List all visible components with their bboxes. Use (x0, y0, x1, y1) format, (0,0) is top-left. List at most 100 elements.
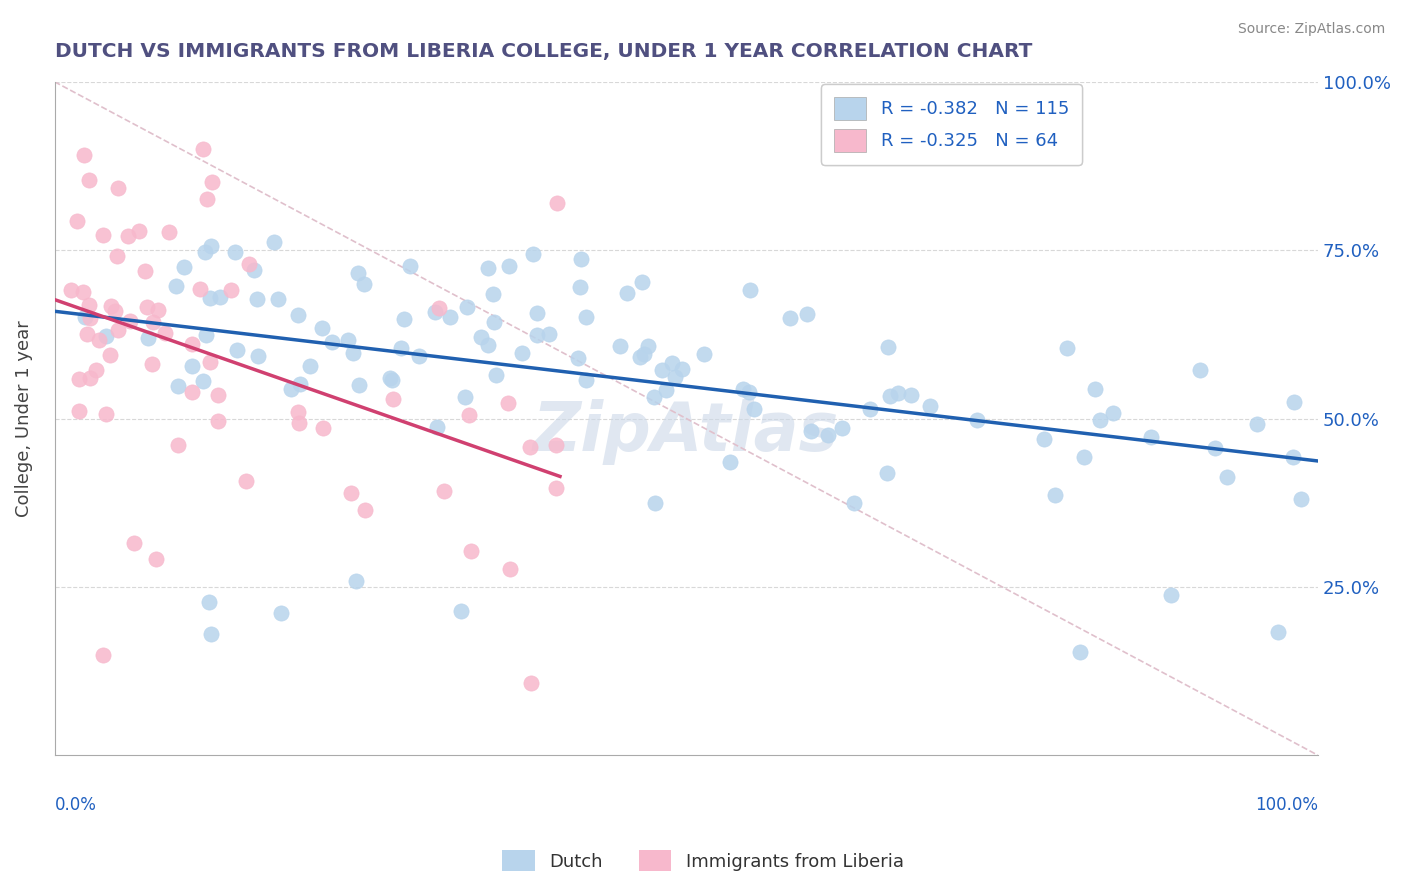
Point (522, 246, 544, 260)
Point (299, 359, 322, 373)
Point (146, 303, 169, 318)
Point (89, 334, 111, 348)
Point (526, 327, 548, 342)
Point (918, 399, 941, 413)
Point (633, 347, 655, 361)
Point (574, 373, 596, 387)
Point (544, 438, 567, 452)
Point (200, 626, 222, 640)
Point (1216, 470, 1239, 484)
Point (91, 227, 114, 242)
Point (526, 306, 548, 320)
Point (1084, 382, 1107, 396)
Point (433, 483, 456, 498)
Point (1102, 406, 1125, 420)
Point (575, 310, 598, 325)
Point (312, 421, 335, 435)
Point (347, 378, 370, 392)
Point (738, 283, 761, 297)
Point (1282, 395, 1305, 409)
Point (219, 283, 242, 297)
Point (67, 372, 90, 386)
Point (886, 386, 908, 401)
Point (263, 235, 285, 250)
Point (1282, 450, 1305, 464)
Point (859, 402, 882, 417)
Point (226, 343, 249, 358)
Point (569, 280, 592, 294)
Point (346, 267, 368, 281)
Point (651, 362, 673, 376)
Point (399, 259, 422, 273)
Point (246, 293, 269, 307)
Point (1289, 492, 1312, 507)
Point (136, 300, 159, 314)
Y-axis label: College, Under 1 year: College, Under 1 year (15, 320, 32, 517)
Point (482, 315, 505, 329)
Point (207, 388, 229, 402)
Point (224, 245, 246, 260)
Point (460, 543, 482, 558)
Point (519, 676, 541, 690)
Point (408, 349, 430, 363)
Text: 100.0%: 100.0% (1256, 796, 1319, 814)
Point (1069, 645, 1091, 659)
Point (1204, 441, 1226, 455)
Text: Source: ZipAtlas.com: Source: ZipAtlas.com (1237, 22, 1385, 37)
Point (79, 371, 101, 385)
Point (194, 244, 217, 259)
Point (800, 424, 823, 438)
Point (544, 481, 567, 495)
Point (427, 301, 450, 315)
Point (105, 249, 128, 263)
Point (453, 390, 475, 404)
Point (609, 339, 631, 353)
Text: DUTCH VS IMMIGRANTS FROM LIBERIA COLLEGE, UNDER 1 YEAR CORRELATION CHART: DUTCH VS IMMIGRANTS FROM LIBERIA COLLEGE… (55, 42, 1032, 61)
Point (235, 474, 257, 488)
Legend: R = -0.382   N = 115, R = -0.325   N = 64: R = -0.382 N = 115, R = -0.325 N = 64 (821, 84, 1081, 165)
Point (336, 333, 359, 347)
Point (118, 313, 141, 327)
Point (538, 326, 561, 341)
Point (107, 323, 129, 337)
Point (198, 595, 221, 609)
Point (270, 607, 292, 621)
Point (567, 351, 589, 366)
Point (485, 368, 508, 382)
Point (382, 392, 405, 406)
Point (546, 196, 568, 211)
Point (477, 261, 499, 276)
Point (738, 385, 761, 400)
Point (209, 290, 232, 304)
Point (378, 371, 401, 385)
Point (73, 310, 96, 325)
Point (817, 427, 839, 442)
Point (100, 299, 122, 313)
Point (142, 315, 165, 329)
Point (166, 378, 188, 392)
Point (1073, 450, 1095, 464)
Point (426, 420, 449, 434)
Point (104, 304, 127, 318)
Point (1088, 413, 1111, 427)
Point (91, 648, 114, 663)
Point (287, 308, 309, 322)
Point (1246, 417, 1268, 431)
Point (389, 341, 412, 355)
Point (311, 320, 333, 334)
Point (191, 374, 214, 388)
Point (287, 417, 309, 431)
Point (79, 311, 101, 326)
Point (287, 405, 309, 419)
Point (267, 292, 290, 306)
Point (246, 349, 269, 363)
Point (1056, 341, 1078, 355)
Point (1140, 430, 1163, 444)
Point (141, 357, 163, 371)
Point (664, 369, 686, 384)
Point (456, 300, 478, 314)
Point (630, 350, 652, 364)
Point (450, 604, 472, 618)
Point (180, 359, 202, 374)
Point (693, 347, 716, 361)
